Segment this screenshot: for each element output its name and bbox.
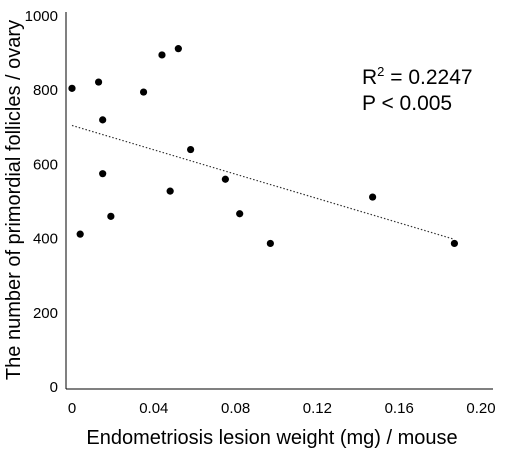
- x-tick-label: 0.16: [385, 400, 414, 417]
- data-point: [236, 210, 244, 218]
- r-squared-superscript: 2: [377, 64, 384, 79]
- y-tick-label: 200: [33, 305, 58, 322]
- data-point: [369, 193, 377, 201]
- data-point: [99, 116, 107, 124]
- x-tick-label: 0.04: [139, 400, 168, 417]
- data-point: [139, 88, 148, 96]
- y-tick-label: 600: [33, 156, 58, 173]
- y-tick-label: 400: [33, 231, 58, 248]
- r-squared-annotation: R2 = 0.2247: [362, 64, 473, 89]
- data-point: [107, 212, 115, 220]
- x-axis-ticks: 0 0.04 0.08 0.12 0.16 0.20: [68, 400, 496, 417]
- x-tick-label: 0.12: [303, 400, 332, 417]
- y-tick-label: 800: [33, 82, 58, 99]
- p-value-annotation: P < 0.005: [362, 92, 452, 115]
- r-squared-value: = 0.2247: [384, 66, 472, 89]
- data-point: [266, 239, 274, 248]
- data-point: [94, 78, 103, 86]
- y-axis-title: The number of primordial follicles / ova…: [3, 20, 25, 380]
- data-point: [174, 45, 182, 53]
- y-tick-label: 0: [50, 379, 58, 396]
- x-axis-title: Endometriosis lesion weight (mg) / mouse: [86, 427, 457, 449]
- x-tick-label: 0.08: [221, 400, 250, 417]
- data-point: [166, 187, 174, 195]
- data-point: [158, 51, 166, 59]
- data-point: [187, 145, 195, 154]
- data-point: [76, 230, 84, 238]
- y-axis-ticks: 0 200 400 600 800 1000: [25, 8, 58, 396]
- data-point: [99, 170, 107, 178]
- trendline: [71, 124, 455, 240]
- r-squared-symbol: R: [362, 66, 377, 89]
- y-tick-label: 1000: [25, 8, 58, 25]
- x-tick-label: 0: [68, 400, 76, 417]
- data-point: [68, 84, 76, 92]
- data-point: [221, 175, 229, 183]
- data-points: [68, 45, 459, 248]
- data-point: [450, 239, 459, 248]
- x-tick-label: 0.20: [466, 400, 495, 417]
